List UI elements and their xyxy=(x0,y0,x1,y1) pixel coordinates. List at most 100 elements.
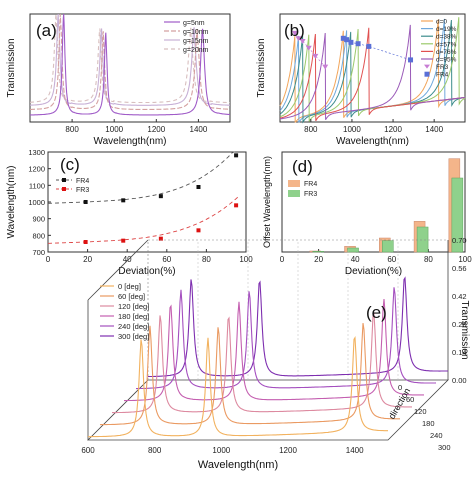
marker-point-FR4 xyxy=(340,35,346,41)
y-tick-label: 1000 xyxy=(28,198,45,207)
data-point-FR3 xyxy=(234,203,239,208)
z-tick-label: 240 xyxy=(430,431,443,440)
panel-c: 700 800 900 1000 1100 1200 1300 0 20 40 60 80 100 FR4… xyxy=(6,148,253,277)
marker-point-FR4 xyxy=(355,41,361,47)
legend-label: g=5nm xyxy=(183,20,205,27)
panel-b: 800 1000 1200 1400 Wavelength(nm) Transmissio… xyxy=(256,13,466,147)
data-point-FR4 xyxy=(234,153,239,158)
panel-label: (e) xyxy=(366,303,387,322)
legend-label: 240 [deg] xyxy=(118,322,149,331)
y-tick-label: 1300 xyxy=(28,148,45,157)
x-axis-label: Wavelength(nm) xyxy=(198,459,278,471)
plot-frame xyxy=(29,13,231,123)
x-tick-label: 60 xyxy=(162,255,171,264)
marker-trend-FR4 xyxy=(343,37,411,61)
data-point-FR3 xyxy=(83,240,88,244)
y-axis-label: Transmission xyxy=(459,300,470,359)
fit-line-FR3 xyxy=(48,196,239,244)
plot-frame xyxy=(279,13,466,123)
x-tick-label: 1200 xyxy=(279,446,297,455)
series-line-3 xyxy=(279,17,466,122)
fit-line-FR4 xyxy=(48,151,239,204)
x-tick-label: 40 xyxy=(351,255,360,264)
plot-frame xyxy=(281,151,466,253)
legend-label: d=0 xyxy=(436,19,447,26)
x-tick-label: 800 xyxy=(148,446,162,455)
panel-label: (a) xyxy=(36,21,57,40)
legend-marker xyxy=(62,187,66,191)
marker-point-FR4 xyxy=(348,39,354,45)
legend-label: d=38% xyxy=(436,34,457,41)
marker-point-FR3 xyxy=(305,45,312,51)
legend-label: 0 [deg] xyxy=(118,282,141,291)
legend-label: FR3 xyxy=(436,64,449,71)
y-tick-label: 0.14 xyxy=(452,348,467,357)
bar-FR3 xyxy=(382,240,394,253)
z-tick-label: 120 xyxy=(414,407,427,416)
x-tick-label: 60 xyxy=(387,255,396,264)
y-tick-label: 0.56 xyxy=(452,264,467,273)
z-tick-label: 180 xyxy=(422,419,435,428)
y-tick-label: 800 xyxy=(32,231,45,240)
waterfall-line-2 xyxy=(112,311,412,414)
waterfall-line-0 xyxy=(88,335,388,438)
marker-point-FR3 xyxy=(295,36,302,42)
x-tick-label: 1000 xyxy=(212,446,230,455)
legend-label: FR4 xyxy=(304,181,317,188)
legend-label: FR3 xyxy=(304,191,317,198)
panel-label: (c) xyxy=(60,155,80,174)
bar-FR3 xyxy=(416,226,429,253)
y-tick-label: 1100 xyxy=(29,181,45,190)
series-line-g15nm xyxy=(30,13,230,106)
x-tick-label: 20 xyxy=(314,255,323,264)
z-tick-label: 60 xyxy=(406,395,414,404)
marker-point-FR4 xyxy=(344,37,350,43)
legend-swatch xyxy=(288,180,300,187)
data-point-FR4 xyxy=(196,185,201,189)
y-tick-label: 0.42 xyxy=(452,292,467,301)
series-line-g20nm xyxy=(30,13,230,104)
x-tick-label: 0 xyxy=(280,255,285,264)
series-line-g10nm xyxy=(30,13,231,110)
marker-point-FR3 xyxy=(291,30,298,36)
panel-label: (d) xyxy=(292,157,313,176)
data-point-FR4 xyxy=(121,198,126,203)
legend-label: g=10nm xyxy=(183,29,209,36)
y-axis-label: Transmission xyxy=(256,38,267,97)
data-point-FR4 xyxy=(83,200,88,204)
x-tick-label: 800 xyxy=(304,125,318,134)
x-tick-label: 80 xyxy=(424,255,433,264)
legend-label: g=20nm xyxy=(183,47,209,54)
y-tick-label: 1200 xyxy=(28,165,45,174)
y-tick-label: 0.28 xyxy=(452,320,467,329)
panel-d: 0 20 40 60 80 100 FR4 FR3 Deviation(%) Offset Wav… xyxy=(262,151,472,277)
y-axis-label: Offset Wavelength(nm) xyxy=(262,156,272,248)
legend-label: d=76% xyxy=(436,49,457,56)
x-axis-label: Deviation(%) xyxy=(345,266,402,277)
y-axis-label: Wavelength(nm) xyxy=(6,166,17,239)
data-point-FR3 xyxy=(158,236,163,241)
x-tick-label: 1400 xyxy=(346,446,364,455)
marker-point-FR3 xyxy=(299,39,306,44)
x-tick-label: 100 xyxy=(458,255,472,264)
x-tick-label: 100 xyxy=(239,255,253,264)
z-tick-label: 300 xyxy=(438,443,451,452)
legend-label: 300 [deg] xyxy=(118,332,149,341)
legend-label: 180 [deg] xyxy=(118,312,149,321)
bar-FR3 xyxy=(347,247,359,253)
marker-point-FR4 xyxy=(366,43,372,49)
legend-swatch xyxy=(424,71,430,77)
waterfall-line-4 xyxy=(136,287,437,390)
marker-point-FR3 xyxy=(322,64,329,70)
y-tick-label: 0.70 xyxy=(452,236,467,245)
x-tick-label: 40 xyxy=(123,255,132,264)
y-tick-label: 700 xyxy=(32,248,45,257)
panel-e: 600 800 1000 1200 1400Wavelength(nm)0.000.14… xyxy=(81,236,470,471)
top-edge xyxy=(87,239,149,301)
bar-FR3 xyxy=(451,177,464,253)
waterfall-line-5 xyxy=(147,276,448,378)
data-point-FR3 xyxy=(196,228,201,233)
panel-label: (b) xyxy=(284,21,305,40)
legend-label: d=19% xyxy=(436,26,457,33)
